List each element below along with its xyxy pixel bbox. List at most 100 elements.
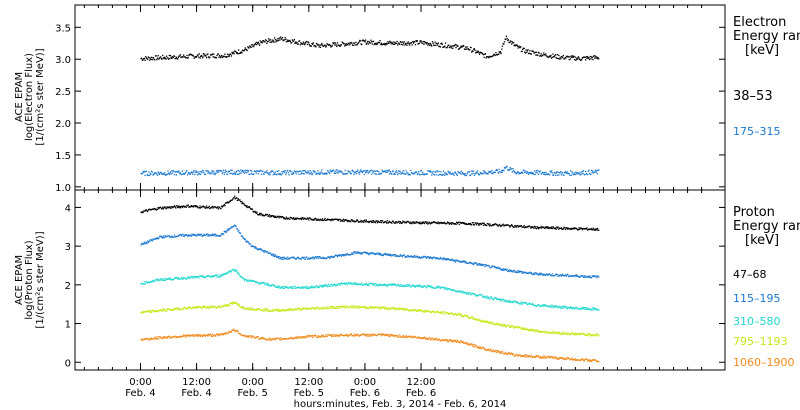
data-point (483, 320, 485, 322)
data-point (249, 243, 252, 245)
data-point (383, 43, 385, 45)
data-point (330, 283, 332, 285)
data-point (319, 335, 322, 338)
data-point (348, 42, 350, 45)
data-point (355, 306, 358, 308)
data-point (211, 233, 214, 235)
data-point (346, 172, 348, 175)
data-point (142, 59, 144, 61)
data-point (190, 205, 192, 207)
data-point (168, 235, 170, 237)
data-point (154, 172, 156, 174)
data-point (338, 218, 341, 221)
data-point (353, 251, 355, 253)
data-point (240, 333, 242, 335)
data-point (548, 227, 550, 230)
data-point (219, 206, 221, 208)
data-point (193, 205, 195, 207)
data-point (423, 43, 425, 45)
data-point (289, 218, 291, 220)
data-point (247, 46, 250, 49)
data-point (511, 168, 513, 170)
data-point (496, 351, 498, 354)
data-point (558, 54, 560, 57)
data-point (470, 316, 472, 319)
data-point (566, 332, 568, 334)
data-point (471, 292, 473, 294)
data-point (226, 173, 229, 176)
data-point (288, 40, 290, 42)
data-point (498, 223, 500, 226)
data-point (421, 42, 423, 44)
data-point (270, 41, 272, 43)
data-point (364, 307, 366, 309)
data-point (148, 339, 150, 341)
data-point (581, 227, 583, 230)
data-point (487, 297, 489, 299)
data-point (293, 39, 295, 41)
data-point (298, 307, 300, 310)
data-point (362, 284, 364, 286)
data-point (330, 306, 332, 308)
data-point (224, 305, 227, 307)
data-point (200, 233, 202, 236)
data-point (338, 334, 340, 336)
data-point (251, 245, 253, 248)
data-point (506, 224, 508, 226)
data-point (229, 228, 231, 230)
data-point (579, 276, 581, 278)
data-point (443, 286, 445, 288)
data-point (427, 222, 430, 225)
data-point (306, 286, 308, 288)
data-point (323, 285, 326, 288)
data-point (592, 228, 594, 231)
data-point (295, 218, 297, 220)
data-point (205, 55, 207, 57)
data-point (142, 211, 144, 214)
data-point (547, 56, 549, 58)
data-point (273, 215, 275, 217)
data-point (158, 207, 161, 209)
data-point (234, 171, 236, 173)
data-point (397, 221, 399, 224)
data-point (530, 356, 532, 358)
data-point (370, 173, 373, 175)
data-point (276, 308, 278, 310)
data-point (390, 333, 392, 336)
data-point (205, 206, 207, 209)
data-point (499, 268, 502, 270)
data-point (326, 219, 328, 221)
data-point (568, 59, 570, 61)
data-point (359, 283, 361, 285)
data-point (258, 214, 260, 216)
data-point (160, 172, 163, 174)
data-point (544, 332, 546, 334)
data-point (528, 52, 530, 54)
data-point (288, 309, 290, 312)
data-point (283, 287, 286, 289)
data-point (156, 58, 158, 61)
data-point (262, 249, 264, 252)
data-point (368, 220, 371, 223)
data-point (495, 324, 497, 326)
data-point (300, 336, 302, 338)
data-point (291, 285, 293, 288)
data-point (187, 172, 189, 174)
data-point (361, 252, 363, 255)
data-point (456, 221, 458, 223)
data-point (560, 307, 563, 309)
data-point (465, 262, 468, 264)
data-point (380, 333, 382, 335)
data-point (204, 207, 206, 209)
data-point (446, 173, 448, 175)
data-point (393, 173, 395, 175)
data-point (491, 323, 493, 325)
data-point (429, 171, 431, 173)
data-point (425, 43, 428, 45)
data-point (175, 174, 178, 176)
data-point (284, 170, 286, 172)
data-point (185, 170, 187, 172)
data-point (412, 255, 415, 257)
data-point (361, 282, 363, 284)
data-point (304, 285, 307, 287)
